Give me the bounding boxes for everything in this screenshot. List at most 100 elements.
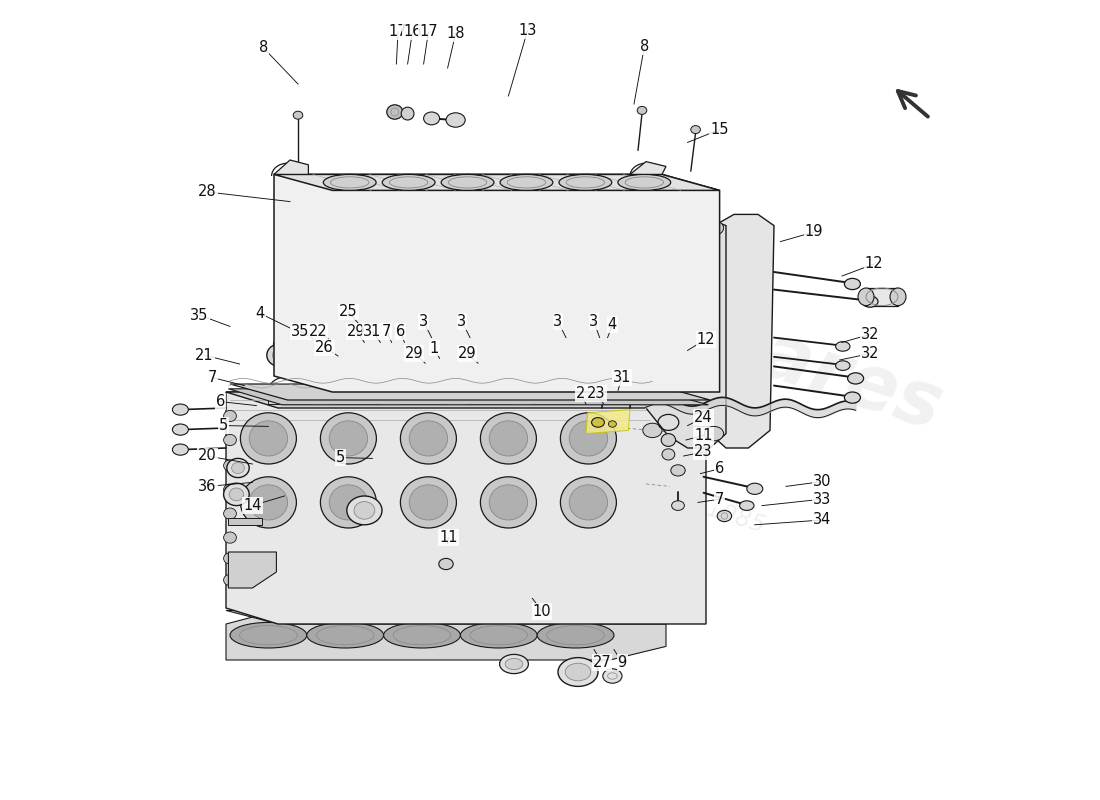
Text: 2: 2 xyxy=(575,386,585,401)
Polygon shape xyxy=(274,160,308,174)
Polygon shape xyxy=(462,363,510,392)
Ellipse shape xyxy=(441,174,494,190)
Polygon shape xyxy=(230,384,710,400)
Ellipse shape xyxy=(320,413,376,464)
Polygon shape xyxy=(290,360,303,371)
Text: 14: 14 xyxy=(243,498,262,513)
Text: 32: 32 xyxy=(860,327,879,342)
Ellipse shape xyxy=(662,449,674,460)
Ellipse shape xyxy=(223,410,236,422)
Text: eurospares: eurospares xyxy=(469,226,952,446)
Ellipse shape xyxy=(329,485,367,520)
Ellipse shape xyxy=(490,421,528,456)
Text: 12: 12 xyxy=(696,332,715,346)
Ellipse shape xyxy=(862,296,878,307)
Ellipse shape xyxy=(505,658,522,670)
Text: 28: 28 xyxy=(198,185,217,199)
Text: 15: 15 xyxy=(711,122,729,137)
Ellipse shape xyxy=(439,558,453,570)
Ellipse shape xyxy=(223,532,236,543)
Ellipse shape xyxy=(320,477,376,528)
Text: 31: 31 xyxy=(363,324,382,338)
Polygon shape xyxy=(355,357,417,392)
Text: 6: 6 xyxy=(396,324,405,338)
Text: 24: 24 xyxy=(694,410,713,425)
Ellipse shape xyxy=(637,106,647,114)
Ellipse shape xyxy=(569,421,607,456)
Ellipse shape xyxy=(642,423,662,438)
Ellipse shape xyxy=(848,373,864,384)
Ellipse shape xyxy=(558,658,598,686)
Ellipse shape xyxy=(409,421,448,456)
Ellipse shape xyxy=(890,288,906,306)
Ellipse shape xyxy=(241,413,296,464)
Ellipse shape xyxy=(424,112,440,125)
Text: 4: 4 xyxy=(608,318,617,332)
Polygon shape xyxy=(630,162,666,174)
Text: a passion since 1985: a passion since 1985 xyxy=(524,438,768,538)
Ellipse shape xyxy=(559,174,612,190)
Ellipse shape xyxy=(747,483,762,494)
Text: 9: 9 xyxy=(617,655,627,670)
Polygon shape xyxy=(866,288,898,306)
Ellipse shape xyxy=(250,421,287,456)
Ellipse shape xyxy=(651,270,713,354)
Ellipse shape xyxy=(223,483,250,506)
Ellipse shape xyxy=(586,342,613,365)
Ellipse shape xyxy=(223,484,236,495)
Ellipse shape xyxy=(323,174,376,190)
Ellipse shape xyxy=(704,221,724,235)
Text: 5: 5 xyxy=(336,450,345,465)
Polygon shape xyxy=(226,392,706,624)
Ellipse shape xyxy=(500,174,553,190)
Polygon shape xyxy=(530,363,578,392)
Ellipse shape xyxy=(642,218,662,233)
Ellipse shape xyxy=(400,477,456,528)
Ellipse shape xyxy=(672,299,692,325)
Ellipse shape xyxy=(661,434,675,446)
Ellipse shape xyxy=(845,278,860,290)
Text: 19: 19 xyxy=(805,225,823,239)
Text: 32: 32 xyxy=(860,346,879,361)
Ellipse shape xyxy=(618,174,671,190)
Ellipse shape xyxy=(660,280,704,344)
Text: 23: 23 xyxy=(587,386,606,401)
Text: 26: 26 xyxy=(315,340,333,354)
Text: 29: 29 xyxy=(348,324,365,338)
Ellipse shape xyxy=(230,622,307,648)
Ellipse shape xyxy=(307,622,384,648)
Polygon shape xyxy=(226,610,666,660)
Polygon shape xyxy=(226,610,666,624)
Polygon shape xyxy=(229,518,262,525)
Text: 27: 27 xyxy=(593,655,612,670)
Text: 25: 25 xyxy=(339,305,358,319)
Ellipse shape xyxy=(241,477,296,528)
Ellipse shape xyxy=(592,418,604,427)
Ellipse shape xyxy=(402,107,414,120)
Ellipse shape xyxy=(845,392,860,403)
Text: 34: 34 xyxy=(813,513,832,527)
Ellipse shape xyxy=(490,485,528,520)
Text: 6: 6 xyxy=(216,394,225,409)
Ellipse shape xyxy=(409,485,448,520)
Ellipse shape xyxy=(354,502,375,519)
Polygon shape xyxy=(226,392,706,408)
Text: 8: 8 xyxy=(258,41,268,55)
Text: 13: 13 xyxy=(518,23,537,38)
Ellipse shape xyxy=(537,622,614,648)
Ellipse shape xyxy=(858,288,874,306)
Ellipse shape xyxy=(267,344,293,366)
Ellipse shape xyxy=(603,669,622,683)
Text: 30: 30 xyxy=(813,474,832,489)
Ellipse shape xyxy=(663,220,674,228)
Text: 20: 20 xyxy=(198,449,217,463)
Ellipse shape xyxy=(481,413,537,464)
Ellipse shape xyxy=(346,496,382,525)
Ellipse shape xyxy=(704,426,724,441)
Polygon shape xyxy=(229,552,276,588)
Ellipse shape xyxy=(579,347,590,355)
Ellipse shape xyxy=(173,444,188,455)
Ellipse shape xyxy=(565,663,591,681)
Text: 8: 8 xyxy=(640,39,649,54)
Text: 12: 12 xyxy=(865,257,883,271)
